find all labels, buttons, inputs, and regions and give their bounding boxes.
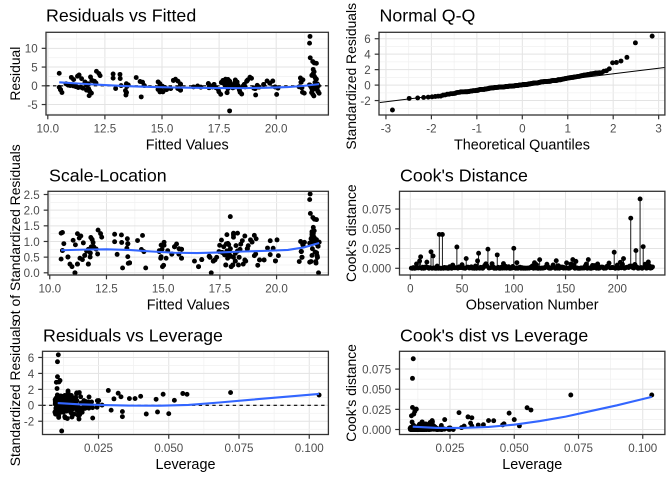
svg-text:20.0: 20.0	[265, 283, 288, 296]
svg-text:0.5: 0.5	[24, 252, 40, 265]
svg-text:0.025: 0.025	[435, 442, 464, 455]
svg-text:17.5: 17.5	[208, 123, 231, 136]
svg-text:Residuals vs Fitted: Residuals vs Fitted	[46, 5, 196, 25]
svg-text:Scale-Location: Scale-Location	[49, 165, 167, 185]
svg-text:0.100: 0.100	[628, 442, 657, 455]
svg-text:0.000: 0.000	[362, 424, 391, 437]
svg-text:2: 2	[28, 384, 34, 397]
svg-text:0.025: 0.025	[84, 442, 113, 455]
svg-text:-1: -1	[472, 123, 482, 136]
svg-text:0.000: 0.000	[362, 263, 391, 276]
svg-text:12.5: 12.5	[95, 283, 118, 296]
svg-text:-2: -2	[24, 416, 34, 429]
svg-text:Theoretical Quantiles: Theoretical Quantiles	[454, 138, 590, 154]
svg-text:Cook's dist vs Leverage: Cook's dist vs Leverage	[400, 325, 588, 345]
svg-text:0.025: 0.025	[362, 243, 391, 256]
svg-text:2.0: 2.0	[24, 205, 40, 218]
svg-text:3: 3	[655, 123, 661, 136]
svg-text:0: 0	[519, 123, 525, 136]
svg-text:-2: -2	[360, 95, 370, 108]
svg-text:Standardized Residuals: Standardized Residuals	[7, 319, 23, 466]
svg-text:0: 0	[31, 80, 37, 93]
svg-text:2.5: 2.5	[24, 189, 40, 202]
svg-text:1.0: 1.0	[24, 236, 40, 249]
svg-text:0: 0	[407, 283, 413, 296]
svg-text:50: 50	[456, 283, 469, 296]
svg-text:Fitted Values: Fitted Values	[147, 298, 230, 314]
svg-text:Cook's distance: Cook's distance	[343, 184, 359, 282]
svg-text:0: 0	[364, 80, 370, 93]
svg-text:15.0: 15.0	[151, 123, 174, 136]
svg-text:0.050: 0.050	[362, 223, 391, 236]
svg-text:0.075: 0.075	[362, 203, 391, 216]
svg-text:150: 150	[556, 283, 575, 296]
svg-text:-5: -5	[27, 99, 37, 112]
svg-text:Fitted Values: Fitted Values	[146, 138, 229, 154]
svg-text:0.075: 0.075	[224, 442, 253, 455]
svg-text:Cook's distance: Cook's distance	[343, 344, 359, 442]
svg-text:0.050: 0.050	[362, 384, 391, 397]
svg-text:10.0: 10.0	[38, 283, 61, 296]
svg-text:1: 1	[565, 123, 571, 136]
svg-text:Leverage: Leverage	[155, 457, 215, 473]
svg-text:15.0: 15.0	[152, 283, 175, 296]
svg-text:2: 2	[610, 123, 616, 136]
svg-text:200: 200	[608, 283, 627, 296]
svg-text:0.075: 0.075	[564, 442, 593, 455]
svg-text:Observation Number: Observation Number	[466, 298, 599, 314]
svg-text:0.0: 0.0	[24, 267, 40, 280]
svg-text:Cook's Distance: Cook's Distance	[400, 165, 528, 185]
svg-text:10.0: 10.0	[37, 123, 60, 136]
svg-text:17.5: 17.5	[209, 283, 232, 296]
svg-text:Residual: Residual	[7, 47, 23, 101]
svg-text:Leverage: Leverage	[502, 457, 562, 473]
svg-text:2: 2	[364, 64, 370, 77]
svg-text:-3: -3	[381, 123, 391, 136]
svg-text:Standardized Residuals: Standardized Residuals	[343, 3, 359, 150]
svg-text:-2: -2	[426, 123, 436, 136]
svg-text:0: 0	[28, 400, 34, 413]
svg-text:0.100: 0.100	[295, 442, 324, 455]
svg-text:0.025: 0.025	[362, 404, 391, 417]
svg-text:6: 6	[364, 33, 370, 46]
svg-text:0.075: 0.075	[362, 363, 391, 376]
svg-text:0.050: 0.050	[500, 442, 529, 455]
svg-text:Normal Q-Q: Normal Q-Q	[380, 5, 476, 25]
svg-text:100: 100	[504, 283, 523, 296]
svg-text:6: 6	[28, 352, 34, 365]
svg-text:10: 10	[25, 43, 38, 56]
svg-text:Residuals vs Leverage: Residuals vs Leverage	[43, 325, 223, 345]
svg-text:20.0: 20.0	[265, 123, 288, 136]
svg-text:ot of Standardized Residuals: ot of Standardized Residuals	[7, 144, 23, 322]
svg-text:4: 4	[28, 368, 35, 381]
svg-text:4: 4	[364, 49, 371, 62]
svg-text:12.5: 12.5	[94, 123, 117, 136]
svg-text:5: 5	[31, 61, 37, 74]
svg-text:1.5: 1.5	[24, 220, 40, 233]
svg-text:0.050: 0.050	[154, 442, 183, 455]
